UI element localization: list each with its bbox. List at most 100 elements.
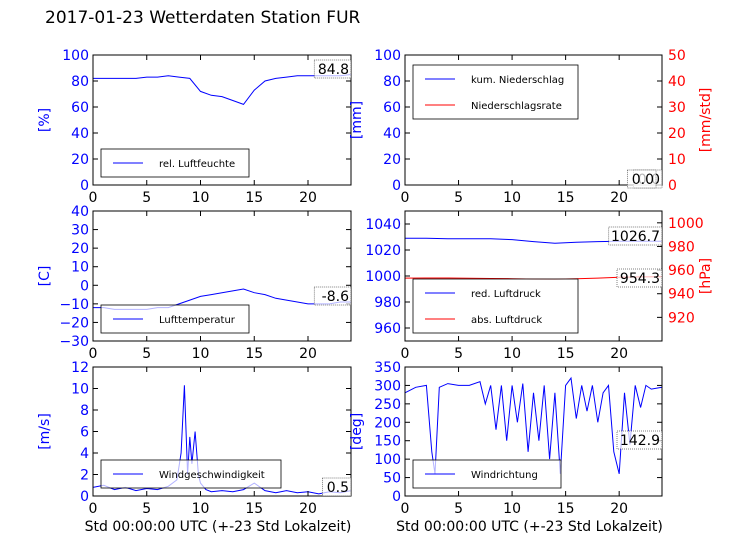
- x-tick-label: 10: [192, 190, 210, 206]
- y-right-tick-label: 920: [668, 310, 695, 326]
- y-right-tick-label: 50: [668, 48, 686, 64]
- legend-box: [412, 278, 579, 334]
- current-value-box: [608, 226, 663, 246]
- y-tick-label: 150: [374, 434, 401, 450]
- x-tick-label: 5: [454, 190, 463, 206]
- current-value: 0.5: [327, 480, 349, 496]
- x-tick-label: 15: [557, 346, 575, 362]
- y-tick-label: 6: [80, 425, 89, 441]
- x-tick-label: 15: [245, 501, 263, 517]
- x-tick-label: 15: [557, 190, 575, 206]
- y-right-tick-label: 10: [668, 152, 686, 168]
- x-tick-label: 5: [454, 501, 463, 517]
- y-tick-label: 60: [71, 100, 89, 116]
- plot-frame: [404, 54, 663, 186]
- y-tick-label: −20: [59, 315, 89, 331]
- y-tick-label: 40: [71, 126, 89, 142]
- series-line-1: [404, 376, 663, 475]
- legend-label: abs. Luftdruck: [471, 315, 542, 326]
- chart-panel-4: 0 5 10 15 20 960 980 1000 1020 1040 920 940 960 980 10…: [365, 210, 714, 362]
- current-value-box: [313, 286, 352, 306]
- legend-label: red. Luftdruck: [471, 289, 541, 300]
- y-tick-label: 960: [374, 321, 401, 337]
- y-right-tick-label: 940: [668, 287, 695, 303]
- x-tick-label: 20: [610, 190, 628, 206]
- y-right-tick-label: 40: [668, 74, 686, 90]
- y-tick-label: 200: [374, 415, 401, 431]
- x-tick-label: 5: [454, 346, 463, 362]
- current-value-right: 954.3: [620, 271, 660, 287]
- y-tick-label: 10: [71, 260, 89, 276]
- plot-frame: [92, 54, 352, 186]
- x-tick-label: 20: [299, 346, 317, 362]
- current-value: 142.9: [620, 433, 660, 449]
- current-value: 1026.7: [611, 229, 660, 245]
- y-axis-label: [m/s]: [37, 413, 53, 450]
- x-tick-label: 10: [192, 501, 210, 517]
- y-tick-label: 0: [80, 178, 89, 194]
- legend-box: [412, 64, 579, 120]
- y-right-tick-label: 1000: [668, 216, 704, 232]
- y-tick-label: 12: [71, 360, 89, 376]
- x-tick-label: 10: [503, 190, 521, 206]
- y-tick-label: 80: [71, 74, 89, 90]
- x-tick-label: 20: [299, 501, 317, 517]
- x-tick-label: 10: [503, 346, 521, 362]
- legend-label: Niederschlagsrate: [471, 101, 562, 112]
- y-tick-label: −10: [59, 297, 89, 313]
- x-axis-label: Std 00:00:00 UTC (+-23 Std Lokalzeit): [85, 519, 352, 535]
- legend-label: kum. Niederschlag: [471, 75, 564, 86]
- x-tick-label: 0: [89, 501, 98, 517]
- plot-frame: [92, 210, 352, 342]
- y-right-tick-label: 30: [668, 100, 686, 116]
- current-value-right-box: [627, 169, 657, 189]
- chart-panel-3: 0 5 10 15 20 −30 −20 −10 0 10 20 30 40 [C] Lufttempera…: [37, 204, 352, 362]
- y-tick-label: 8: [80, 403, 89, 419]
- x-tick-label: 5: [142, 190, 151, 206]
- current-value-right: 0.0: [632, 172, 654, 188]
- x-tick-label: 0: [401, 501, 410, 517]
- legend-label: Lufttemperatur: [159, 315, 236, 326]
- x-tick-label: 0: [401, 190, 410, 206]
- chart-panel-1: 0 5 10 15 20 0 20 40 60 80 100 [%] rel. Luftfeuchte 8…: [37, 48, 352, 206]
- y-tick-label: 20: [71, 152, 89, 168]
- y-axis-label-right: [mm/std]: [698, 88, 714, 153]
- x-tick-label: 10: [192, 346, 210, 362]
- y-tick-label: 10: [71, 382, 89, 398]
- y-right-tick-label: 980: [668, 239, 695, 255]
- x-tick-label: 0: [89, 346, 98, 362]
- y-right-tick-label: 960: [668, 263, 695, 279]
- y-axis-label: [%]: [37, 108, 53, 132]
- y-tick-label: 300: [374, 378, 401, 394]
- figure-title: 2017-01-23 Wetterdaten Station FUR: [45, 8, 361, 28]
- legend-label: Windgeschwindigkeit: [159, 470, 265, 481]
- y-tick-label: 20: [383, 152, 401, 168]
- y-tick-label: 1040: [365, 217, 401, 233]
- y-axis-label: [mm]: [349, 101, 365, 139]
- y-right-tick-label: 0: [668, 178, 677, 194]
- x-tick-label: 20: [610, 346, 628, 362]
- x-tick-label: 5: [142, 346, 151, 362]
- x-axis-label: Std 00:00:00 UTC (+-23 Std Lokalzeit): [396, 519, 663, 535]
- y-tick-label: −30: [59, 334, 89, 350]
- y-tick-label: 50: [383, 471, 401, 487]
- y-tick-label: 100: [62, 48, 89, 64]
- y-axis-label: [C]: [37, 266, 53, 287]
- x-tick-label: 10: [503, 501, 521, 517]
- x-tick-label: 0: [89, 190, 98, 206]
- y-axis-label-right: [hPa]: [698, 258, 714, 294]
- x-tick-label: 15: [245, 190, 263, 206]
- y-tick-label: 0: [392, 489, 401, 505]
- current-value-box: [313, 59, 352, 79]
- series-line-1: [93, 74, 352, 105]
- y-tick-label: 30: [71, 223, 89, 239]
- x-tick-label: 15: [557, 501, 575, 517]
- y-tick-label: 40: [383, 126, 401, 142]
- y-tick-label: 100: [374, 452, 401, 468]
- current-value-box: [322, 477, 352, 497]
- y-tick-label: 2: [80, 468, 89, 484]
- y-tick-label: 40: [71, 204, 89, 220]
- chart-panel-5: 0 5 10 15 20 0 2 4 6 8 10 12 [m/s] Std 00:00:00 UTC (…: [37, 360, 352, 535]
